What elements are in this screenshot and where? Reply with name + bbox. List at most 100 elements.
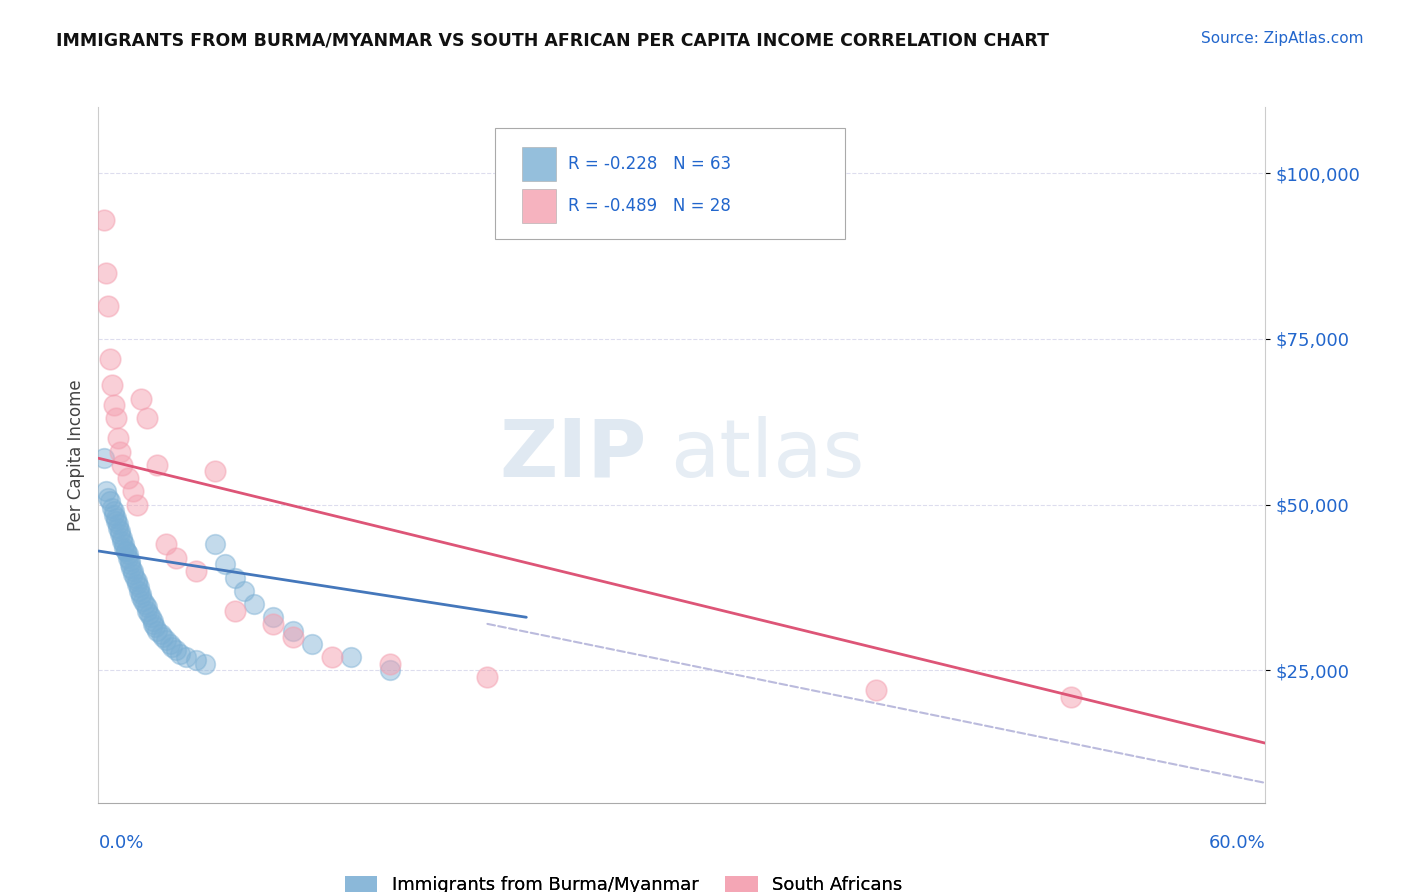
Point (262, 610, 284, 624)
Point (301, 637, 323, 651)
Point (93, 451, 115, 466)
Point (93, 212, 115, 227)
Point (104, 411, 127, 425)
Y-axis label: Per Capita Income: Per Capita Income (66, 379, 84, 531)
Point (104, 514, 127, 528)
Point (114, 544, 136, 558)
Point (127, 574, 149, 588)
Point (194, 657, 217, 671)
Point (142, 614, 165, 628)
Point (155, 537, 177, 551)
Point (103, 398, 125, 412)
Point (138, 607, 160, 621)
Point (128, 583, 150, 598)
Point (149, 627, 172, 641)
Point (97, 491, 120, 505)
Point (142, 616, 165, 631)
Point (108, 444, 131, 458)
Point (127, 577, 149, 591)
Point (112, 541, 135, 555)
Point (118, 554, 141, 568)
Point (155, 633, 177, 648)
Point (107, 431, 129, 445)
Point (143, 620, 166, 634)
Point (243, 597, 266, 611)
Point (233, 583, 256, 598)
Point (136, 604, 159, 618)
Point (204, 465, 226, 479)
Point (111, 531, 134, 545)
Point (103, 504, 125, 518)
Point (174, 650, 197, 665)
Legend: Immigrants from Burma/Myanmar, South Africans: Immigrants from Burma/Myanmar, South Afr… (337, 869, 910, 892)
Point (159, 637, 181, 651)
Point (117, 471, 139, 485)
Point (129, 591, 152, 605)
Point (108, 524, 131, 538)
Point (165, 550, 187, 565)
Point (136, 411, 159, 425)
Point (340, 650, 363, 665)
Point (128, 581, 150, 595)
Point (121, 560, 143, 574)
Point (108, 527, 131, 541)
Point (378, 663, 402, 677)
Point (104, 511, 127, 525)
Point (129, 587, 152, 601)
Point (184, 653, 207, 667)
Text: Source: ZipAtlas.com: Source: ZipAtlas.com (1201, 31, 1364, 46)
Point (101, 500, 124, 515)
Point (114, 544, 136, 558)
Point (281, 630, 304, 644)
Point (122, 484, 145, 499)
FancyBboxPatch shape (522, 189, 555, 223)
Point (117, 550, 139, 565)
Point (184, 564, 207, 578)
Point (204, 537, 226, 551)
Point (865, 683, 887, 698)
Point (1060, 690, 1083, 704)
Point (139, 610, 162, 624)
Point (132, 593, 155, 607)
Text: IMMIGRANTS FROM BURMA/MYANMAR VS SOUTH AFRICAN PER CAPITA INCOME CORRELATION CHA: IMMIGRANTS FROM BURMA/MYANMAR VS SOUTH A… (56, 31, 1049, 49)
Text: R = -0.228   N = 63: R = -0.228 N = 63 (568, 155, 731, 173)
Point (146, 458, 169, 472)
Point (378, 657, 402, 671)
Text: atlas: atlas (671, 416, 865, 494)
Text: 0.0%: 0.0% (98, 834, 143, 852)
Point (224, 570, 246, 584)
Point (152, 630, 174, 644)
Point (96, 266, 118, 280)
Point (162, 640, 184, 654)
Point (96, 484, 118, 499)
Point (112, 537, 135, 551)
Point (165, 643, 187, 657)
Text: ZIP: ZIP (499, 416, 647, 494)
Point (127, 498, 149, 512)
Point (281, 624, 304, 638)
FancyBboxPatch shape (495, 128, 845, 239)
Text: 60.0%: 60.0% (1209, 834, 1265, 852)
FancyBboxPatch shape (522, 147, 555, 181)
Point (134, 597, 156, 611)
Point (146, 624, 169, 638)
Point (124, 570, 146, 584)
Point (98, 494, 121, 508)
Point (122, 567, 145, 582)
Point (97, 299, 120, 313)
Point (111, 534, 134, 549)
Point (122, 564, 145, 578)
Point (103, 508, 125, 522)
Point (224, 604, 246, 618)
Point (136, 600, 159, 615)
Point (118, 558, 141, 572)
Point (262, 616, 284, 631)
Point (98, 351, 121, 366)
Point (169, 647, 191, 661)
Point (107, 521, 129, 535)
Point (477, 670, 499, 684)
Point (117, 547, 139, 561)
Point (321, 650, 343, 665)
Point (111, 458, 134, 472)
Point (101, 378, 124, 392)
